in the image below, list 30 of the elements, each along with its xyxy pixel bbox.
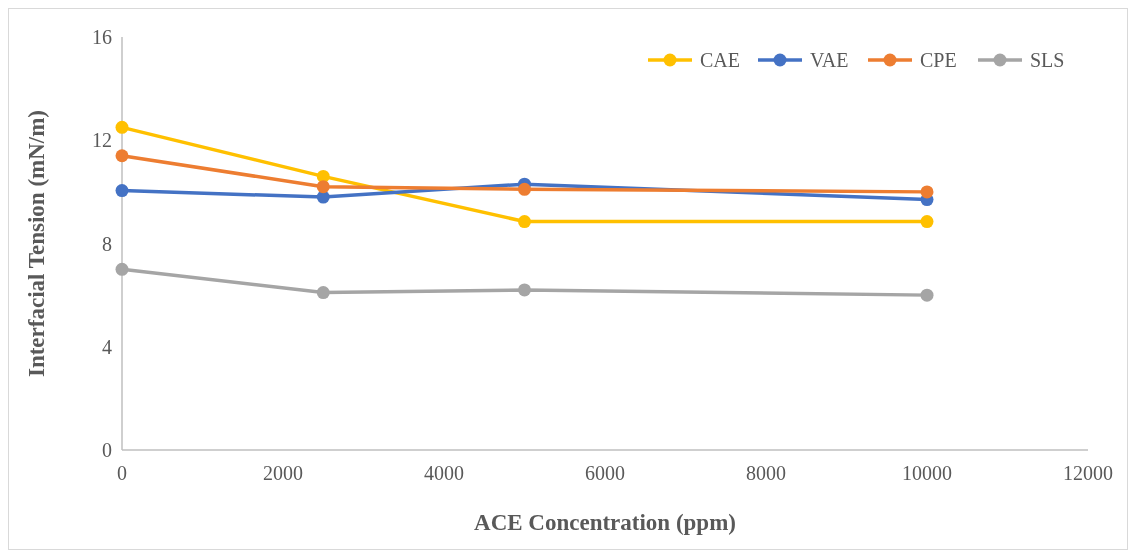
y-tick-label: 16 bbox=[92, 26, 112, 48]
point bbox=[518, 182, 531, 196]
x-tick-label: 6000 bbox=[585, 462, 625, 484]
legend-label: SLS bbox=[1030, 49, 1065, 71]
x-tick-label: 4000 bbox=[424, 462, 464, 484]
legend-label: CPE bbox=[920, 49, 957, 71]
x-tick-label: 2000 bbox=[263, 462, 303, 484]
legend-label: VAE bbox=[810, 49, 849, 71]
y-tick-label: 12 bbox=[92, 129, 112, 152]
point bbox=[316, 180, 330, 194]
x-tick-label: 10000 bbox=[902, 462, 952, 484]
y-tick-label: 4 bbox=[102, 335, 112, 358]
x-axis-title: ACE Concentration (ppm) bbox=[474, 510, 736, 535]
point bbox=[115, 120, 129, 134]
x-tick-label: 0 bbox=[117, 462, 127, 484]
x-tick-label: 8000 bbox=[746, 462, 786, 484]
point bbox=[518, 283, 531, 297]
point bbox=[115, 262, 129, 276]
point bbox=[920, 185, 934, 199]
y-tick-label: 8 bbox=[102, 232, 112, 255]
point bbox=[920, 215, 934, 229]
point bbox=[115, 184, 129, 198]
point bbox=[316, 286, 330, 300]
legend-label: CAE bbox=[700, 49, 740, 71]
point bbox=[518, 215, 531, 229]
point bbox=[115, 149, 129, 163]
y-axis-title: Interfacial Tension (mN/m) bbox=[24, 109, 49, 378]
x-tick-label: 12000 bbox=[1063, 462, 1113, 484]
point bbox=[920, 288, 934, 302]
y-tick-label: 0 bbox=[102, 439, 112, 461]
